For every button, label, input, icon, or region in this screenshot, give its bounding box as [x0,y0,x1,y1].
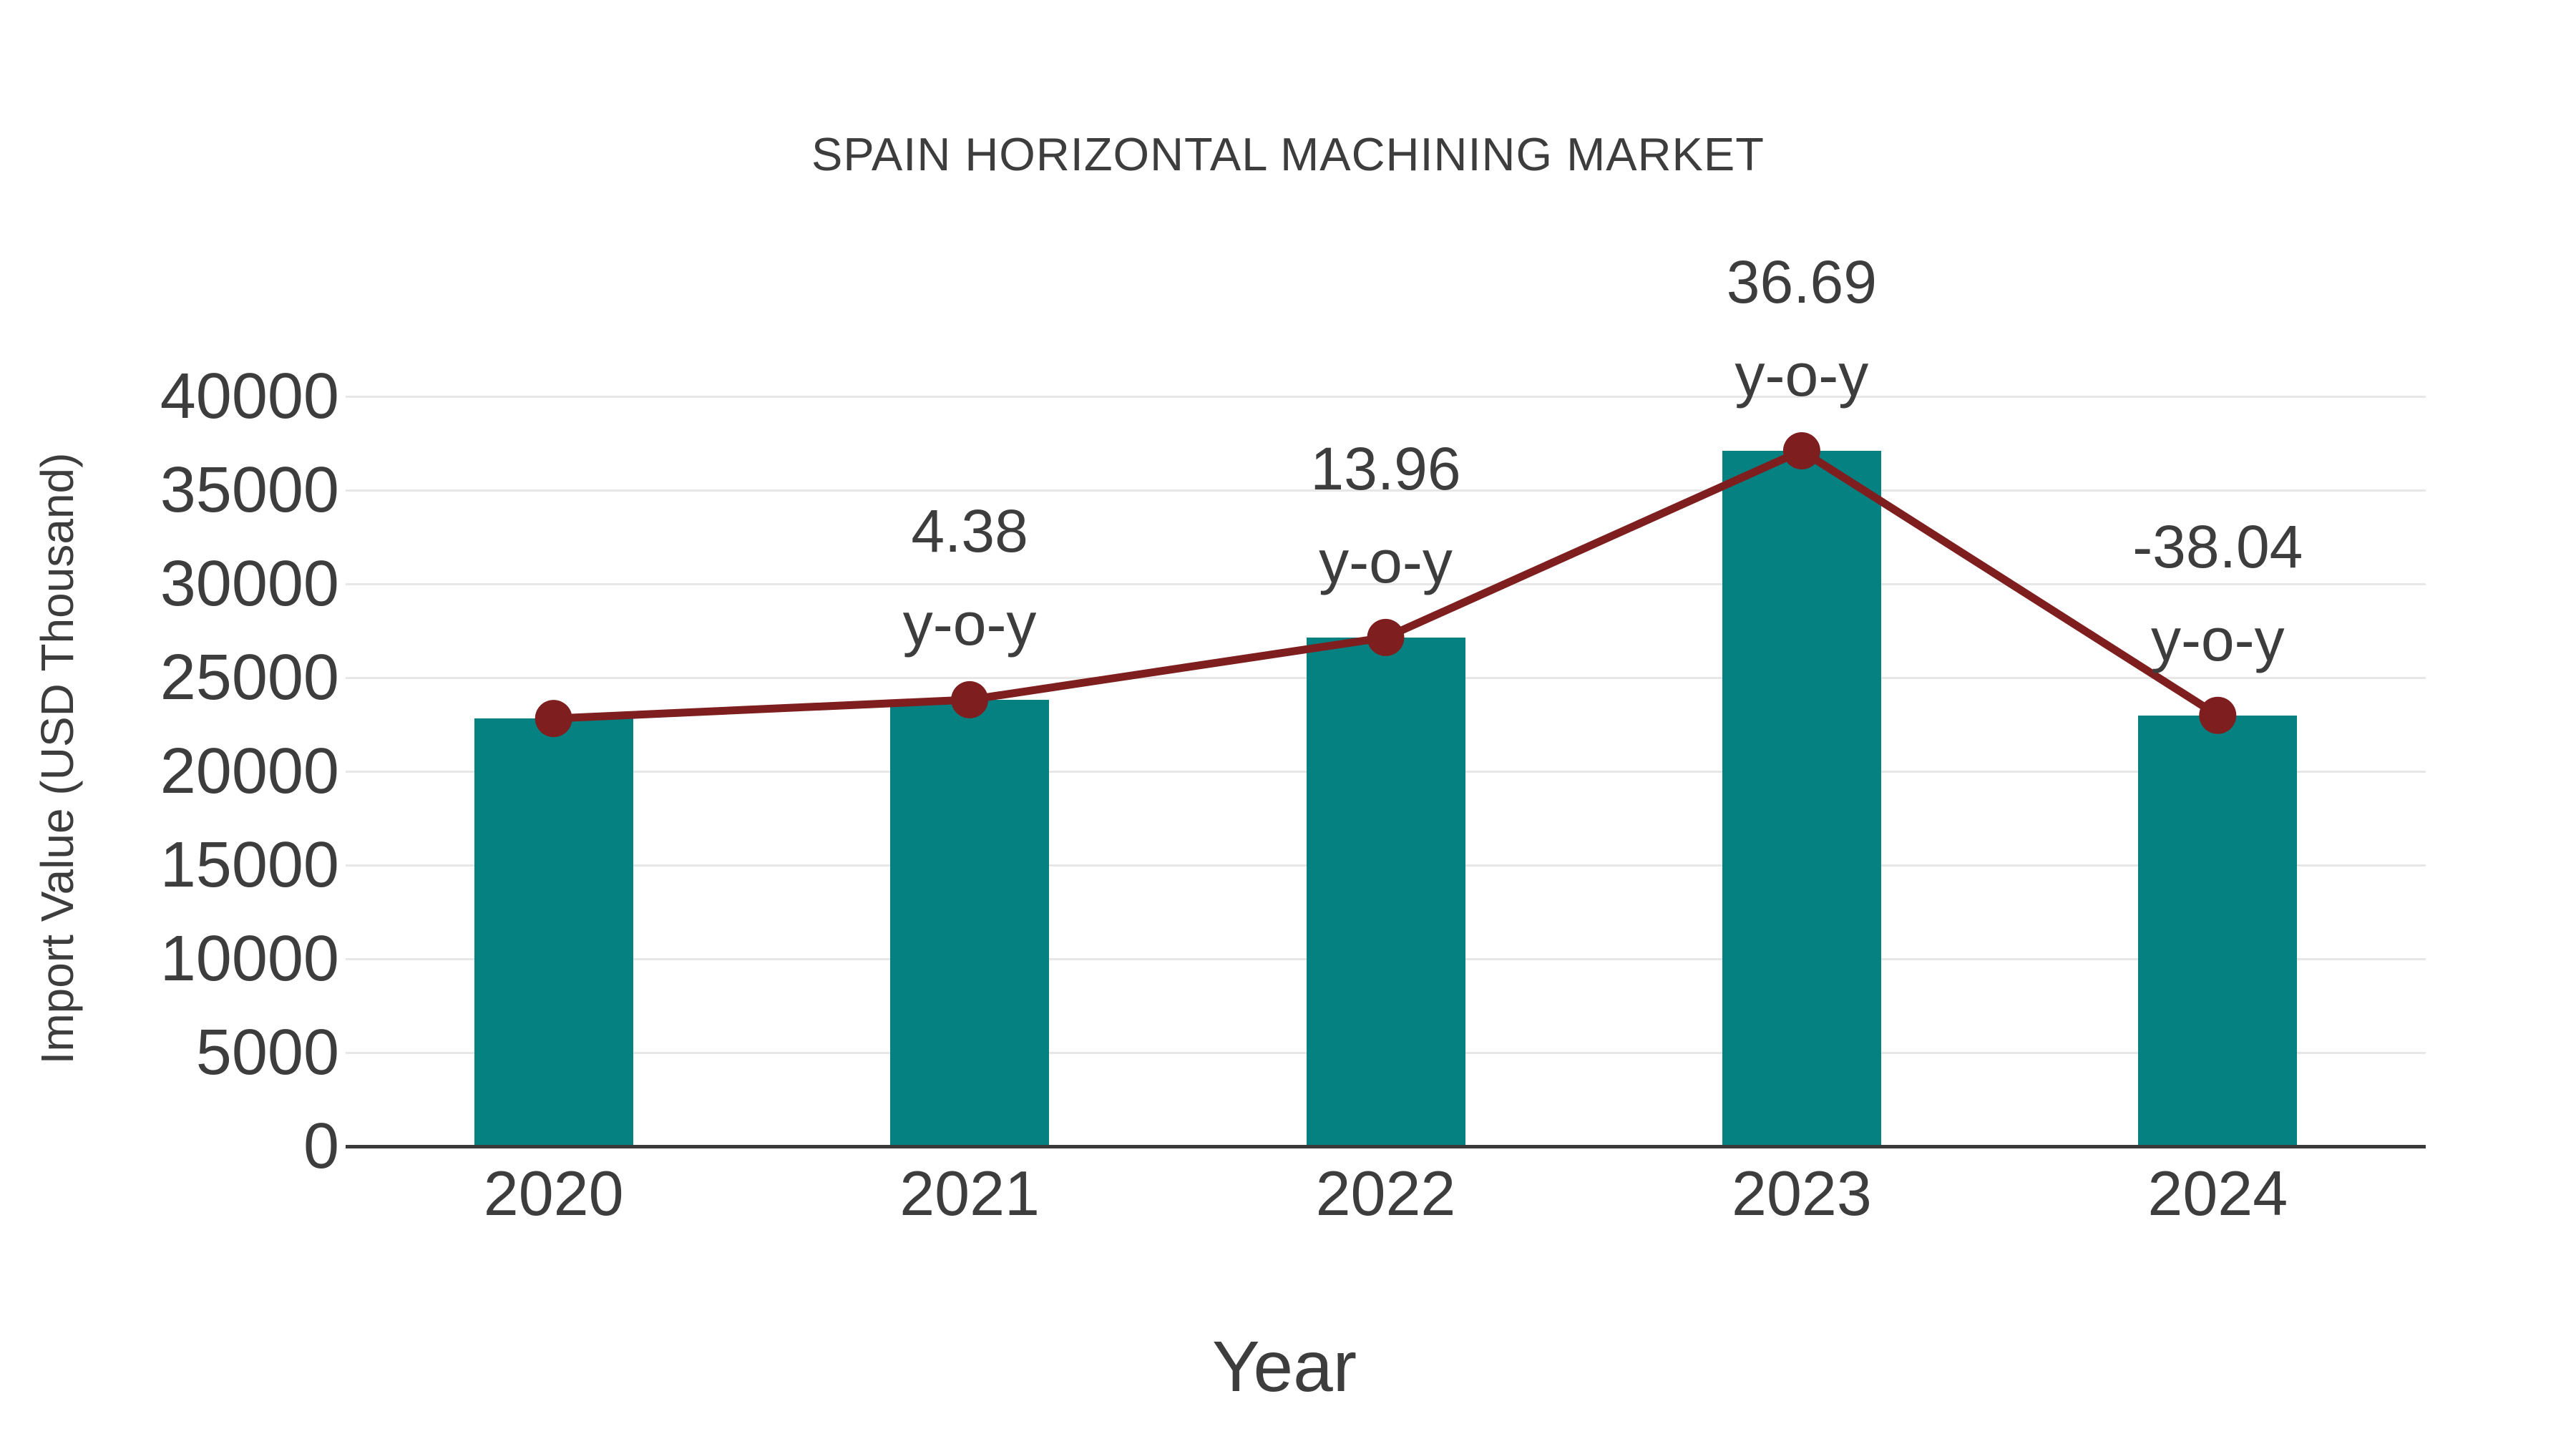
yoy-suffix: y-o-y [1735,341,1869,409]
yoy-value: 13.96 [1310,434,1461,502]
yoy-suffix: y-o-y [1319,527,1453,595]
plot-area [346,396,2426,1148]
yoy-annotation-2021: 4.38 y-o-y [748,484,1191,670]
bar-2022 [1306,637,1465,1146]
bar-2021 [890,699,1050,1146]
chart-title: SPAIN HORIZONTAL MACHINING MARKET [811,128,1765,180]
y-tick-label: 5000 [195,1017,339,1088]
gridline-35000 [346,489,2426,492]
y-tick-label: 0 [303,1111,339,1182]
data-point-2020 [535,700,572,738]
y-tick-label: 30000 [160,548,339,620]
x-tick-label-2020: 2020 [483,1158,624,1229]
y-tick-label: 15000 [160,829,339,901]
y-tick-label: 10000 [160,923,339,995]
yoy-value: 36.69 [1726,248,1877,316]
data-point-2021 [951,680,989,718]
bar-2024 [2138,715,2298,1146]
x-axis-line [346,1145,2426,1148]
yoy-annotation-2024: -38.04 y-o-y [1996,500,2439,686]
bar-2023 [1722,450,1881,1146]
y-tick-label: 40000 [160,361,339,432]
bar-2020 [474,718,633,1146]
y-tick-label: 20000 [160,736,339,807]
x-tick-label-2023: 2023 [1732,1158,1872,1229]
data-point-2022 [1367,618,1405,656]
yoy-suffix: y-o-y [2150,605,2285,673]
yoy-annotation-2023: 36.69 y-o-y [1580,235,2024,421]
x-tick-label-2021: 2021 [899,1158,1040,1229]
x-tick-label-2024: 2024 [2147,1158,2288,1229]
y-axis-label: Import Value (USD Thousand) [31,452,83,1065]
trend-line-series [535,432,2237,738]
gridline-40000 [346,396,2426,398]
data-point-2023 [1782,432,1820,469]
yoy-value: 4.38 [911,497,1028,565]
yoy-suffix: y-o-y [902,590,1037,658]
gridline-30000 [346,583,2426,585]
y-tick-label: 25000 [160,642,339,713]
yoy-value: -38.04 [2132,512,2303,580]
data-point-2024 [2199,696,2237,734]
yoy-annotation-2022: 13.96 y-o-y [1164,422,1608,608]
x-tick-label-2022: 2022 [1315,1158,1456,1229]
x-axis-label: Year [1211,1327,1357,1407]
y-tick-label: 35000 [160,454,339,526]
